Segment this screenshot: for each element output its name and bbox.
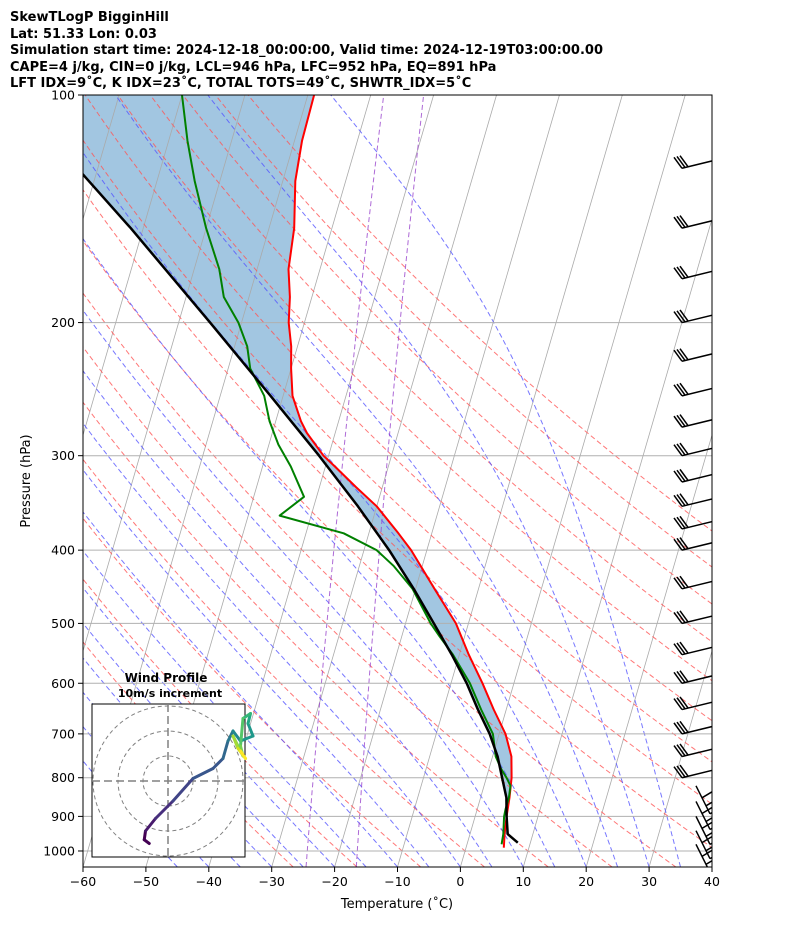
wind-barb bbox=[696, 844, 720, 872]
y-tick-label: 100 bbox=[51, 88, 75, 103]
wind-barb bbox=[674, 765, 723, 778]
wind-barb bbox=[674, 443, 723, 456]
wind-barb bbox=[674, 415, 723, 428]
isotherm-line bbox=[712, 95, 794, 867]
x-tick-label: 0 bbox=[456, 874, 464, 889]
y-tick-label: 1000 bbox=[43, 843, 75, 858]
wind-barb-staff bbox=[682, 673, 723, 683]
wind-barb-staff bbox=[682, 446, 723, 456]
isotherm-line bbox=[523, 95, 748, 867]
wind-barb-staff bbox=[682, 768, 723, 778]
y-tick-label: 800 bbox=[51, 770, 75, 785]
wind-barb bbox=[674, 538, 723, 551]
wind-barb-staff bbox=[682, 496, 723, 506]
chart-header: SkewTLogP BigginHill Lat: 51.33 Lon: 0.0… bbox=[10, 10, 603, 91]
y-tick-label: 500 bbox=[51, 616, 75, 631]
wind-barb-staff bbox=[682, 218, 723, 228]
wind-barb-flag bbox=[680, 82, 688, 93]
wind-barb-staff bbox=[682, 540, 723, 550]
wind-barb-staff bbox=[682, 645, 723, 655]
y-tick-label: 900 bbox=[51, 809, 75, 824]
wind-barb-flag bbox=[677, 83, 685, 94]
wind-barb-flag bbox=[706, 858, 716, 864]
y-tick-label: 600 bbox=[51, 676, 75, 691]
wind-barb bbox=[674, 494, 723, 507]
hodograph-inset: Wind Profile 10m/s increment bbox=[92, 671, 253, 857]
x-tick-label: 20 bbox=[578, 874, 594, 889]
wind-barb-staff bbox=[682, 724, 723, 734]
x-tick-label: −40 bbox=[196, 874, 222, 889]
wind-barb-staff bbox=[682, 613, 723, 623]
wind-barb bbox=[674, 744, 723, 757]
wind-barb bbox=[674, 671, 723, 684]
header-line-5: LFT IDX=9˚C, K IDX=23˚C, TOTAL TOTS=49˚C… bbox=[10, 75, 471, 91]
wind-barb-staff bbox=[682, 85, 723, 95]
wind-barb-staff bbox=[696, 844, 710, 872]
y-tick-label: 700 bbox=[51, 726, 75, 741]
mixing-ratio-line bbox=[356, 95, 423, 867]
wind-barb-staff bbox=[682, 417, 723, 427]
x-tick-label: 30 bbox=[641, 874, 657, 889]
x-tick-label: 10 bbox=[515, 874, 531, 889]
isotherm-line bbox=[586, 95, 794, 867]
wind-barb-staff bbox=[682, 158, 723, 168]
x-tick-label: −20 bbox=[321, 874, 347, 889]
wind-barb bbox=[674, 642, 723, 655]
wind-barb-flag bbox=[702, 792, 712, 798]
y-axis-label: Pressure (hPa) bbox=[19, 434, 34, 527]
wind-barb bbox=[674, 576, 723, 589]
y-tick-label: 200 bbox=[51, 315, 75, 330]
y-tick-label: 300 bbox=[51, 448, 75, 463]
wind-barb-staff bbox=[682, 700, 723, 710]
wind-barb bbox=[674, 82, 723, 95]
wind-barb-flag bbox=[706, 845, 716, 851]
wind-barb bbox=[674, 349, 723, 362]
wind-barb-staff bbox=[682, 269, 723, 279]
x-tick-label: −10 bbox=[384, 874, 410, 889]
temperature-profile-line bbox=[289, 95, 512, 848]
wind-barb-staff bbox=[682, 747, 723, 757]
wind-barb-staff bbox=[682, 351, 723, 361]
wind-barb-staff bbox=[682, 386, 723, 396]
isotherm-line bbox=[649, 95, 794, 867]
wind-barb-staff bbox=[682, 579, 723, 589]
hodograph-title: Wind Profile bbox=[125, 671, 208, 685]
wind-barb-flag bbox=[706, 830, 716, 836]
x-tick-label: −30 bbox=[259, 874, 285, 889]
wind-barb bbox=[674, 383, 723, 396]
wind-barb-staff bbox=[682, 313, 723, 323]
wind-barb bbox=[674, 611, 723, 624]
header-line-1: SkewTLogP BigginHill bbox=[10, 10, 169, 25]
isotherm-line bbox=[272, 95, 497, 867]
header-line-4: CAPE=4 j/kg, CIN=0 j/kg, LCL=946 hPa, LF… bbox=[10, 60, 496, 75]
wind-barb bbox=[674, 266, 723, 279]
header-line-3: Simulation start time: 2024-12-18_00:00:… bbox=[10, 43, 603, 58]
hodograph-subtitle: 10m/s increment bbox=[118, 687, 222, 700]
y-tick-label: 400 bbox=[51, 543, 75, 558]
header-line-2: Lat: 51.33 Lon: 0.03 bbox=[10, 27, 157, 42]
x-tick-label: 40 bbox=[704, 874, 720, 889]
wind-barb bbox=[674, 697, 723, 710]
wind-barb-staff bbox=[682, 472, 723, 482]
x-tick-label: −60 bbox=[70, 874, 96, 889]
wind-barb-flag bbox=[674, 84, 682, 95]
wind-barb-staff bbox=[682, 519, 723, 529]
wind-barb bbox=[674, 721, 723, 734]
x-axis-label: Temperature (˚C) bbox=[340, 896, 453, 912]
wind-barb bbox=[674, 156, 723, 169]
wind-barb bbox=[674, 310, 723, 323]
x-tick-label: −50 bbox=[133, 874, 159, 889]
wind-barb bbox=[674, 516, 723, 529]
wind-barb bbox=[674, 216, 723, 229]
